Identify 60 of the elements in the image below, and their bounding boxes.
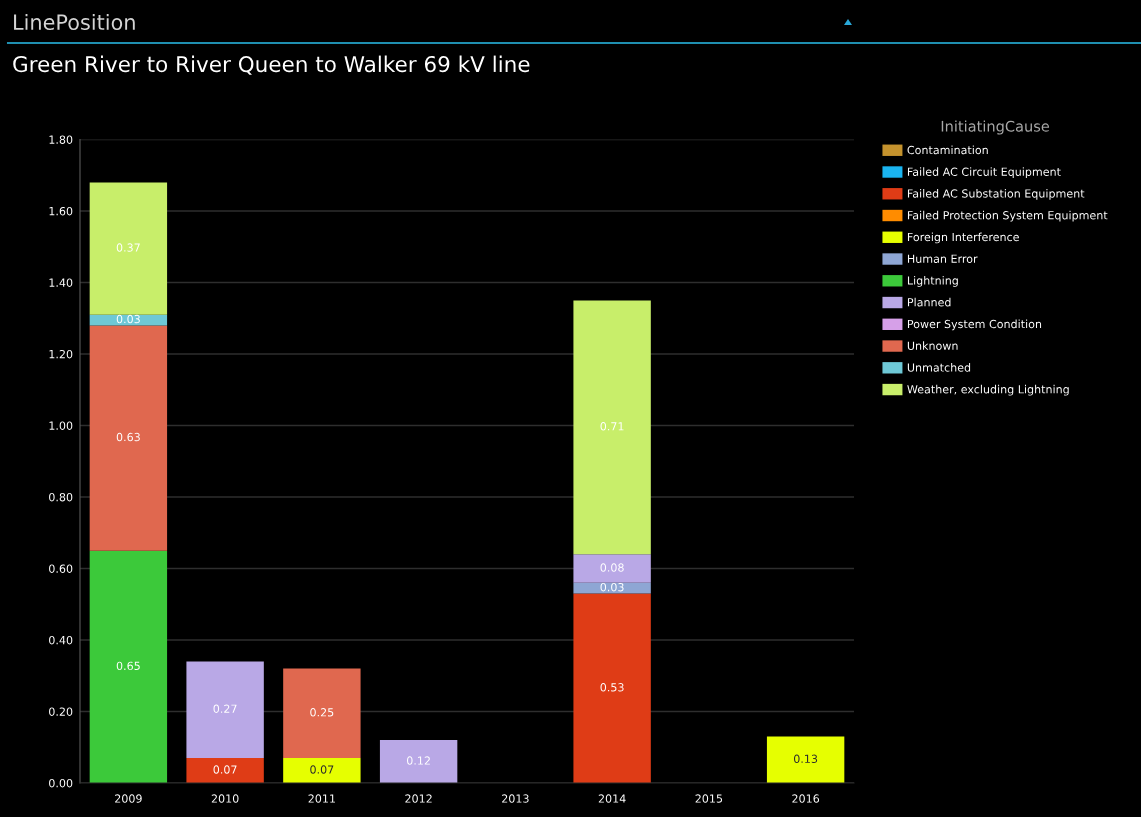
chart-title: LinePosition [14,13,135,31]
y-tick-label: 1.00 [49,421,73,430]
bar [89,182,168,315]
legend-label: Failed Protection System Equipment [907,210,1108,222]
data-label: 0.03 [116,314,140,324]
data-label: 0.53 [600,683,624,692]
x-tick-label: 2010 [211,794,239,803]
chart-subtitle: Green River to River Queen to Walker 69 kV line [13,55,530,75]
legend-title: InitiatingCause [941,120,1050,135]
bar [283,668,361,758]
data-label: 0.03 [600,582,624,592]
bar [89,550,168,783]
data-label: 0.08 [600,563,624,572]
data-label: 0.12 [406,756,430,765]
legend-label: Human Error [907,254,978,263]
legend-label: Unmatched [907,363,971,372]
data-label: 0.65 [116,661,140,671]
x-tick-label: 2015 [695,794,723,803]
bar [573,300,651,555]
y-tick-label: 1.80 [49,135,73,144]
legend-label: Contamination [907,145,988,155]
bar [283,757,361,783]
bar [186,661,264,758]
y-tick-label: 1.60 [49,206,73,216]
data-label: 0.37 [116,243,140,252]
legend-label: Weather, excluding Lightning [907,384,1069,396]
bar [573,593,651,783]
bar [186,757,264,783]
x-tick-label: 2012 [405,794,432,803]
bar [573,554,651,583]
y-tick-label: 0.00 [49,778,73,788]
data-label: 0.63 [116,432,140,442]
x-tick-label: 2011 [308,794,335,803]
legend-label: Power System Condition [907,319,1042,331]
data-label: 0.07 [213,765,237,774]
data-label: 0.27 [213,704,237,713]
legend-label: Planned [907,297,951,307]
x-tick-label: 2014 [598,794,626,803]
y-tick-label: 1.20 [49,349,73,359]
bar [89,325,168,551]
legend-label: Failed AC Circuit Equipment [907,167,1061,179]
x-tick-label: 2013 [502,794,529,803]
data-label: 0.25 [310,708,334,717]
y-tick-label: 0.60 [49,564,73,573]
y-tick-label: 0.40 [49,635,73,645]
data-label: 0.07 [310,765,334,774]
bar [766,736,845,783]
y-tick-label: 1.40 [49,278,73,287]
bar [379,740,458,783]
legend-label: Lightning [907,276,958,287]
legend-label: Foreign Interference [907,232,1019,244]
legend-label: Unknown [907,341,958,350]
x-tick-label: 2016 [792,794,820,803]
bar [573,582,651,594]
x-tick-label: 2009 [115,794,142,803]
data-label: 0.13 [793,754,818,763]
legend-label: Failed AC Substation Equipment [907,189,1085,200]
y-tick-label: 0.20 [49,707,73,716]
y-tick-label: 0.80 [49,492,73,502]
data-label: 0.71 [600,422,624,431]
